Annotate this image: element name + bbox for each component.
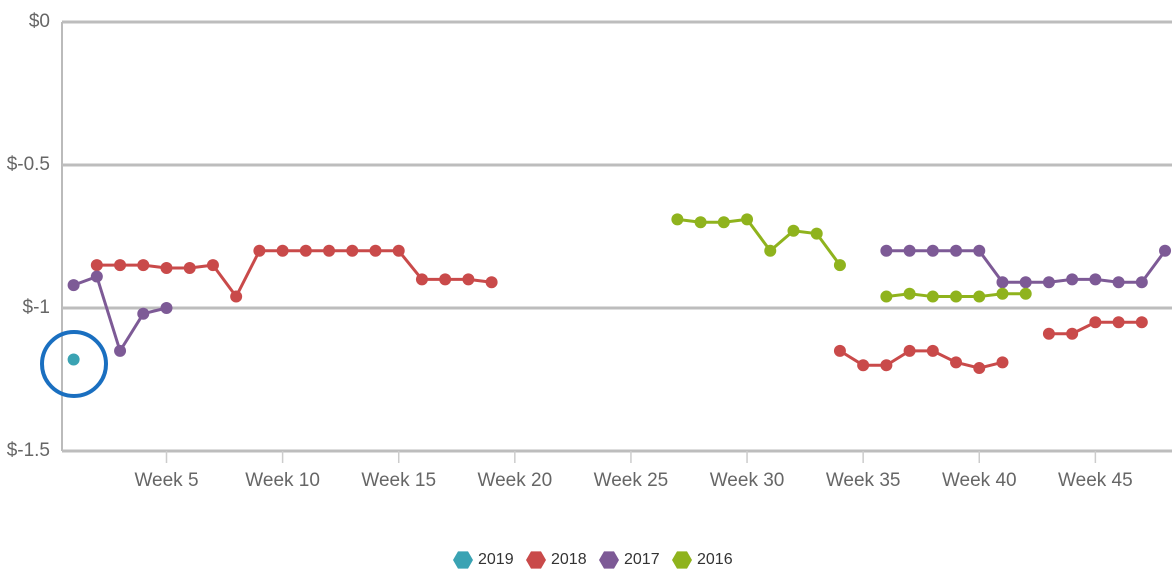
data-point <box>415 273 428 286</box>
highlight-circle <box>40 330 108 398</box>
data-point <box>462 273 475 286</box>
data-point <box>392 244 405 257</box>
data-point <box>439 273 452 286</box>
data-point <box>950 244 963 257</box>
data-point <box>160 302 173 314</box>
data-point <box>996 276 1009 289</box>
data-point <box>833 344 846 357</box>
data-point <box>1089 273 1102 286</box>
data-point <box>926 344 939 357</box>
data-point <box>183 261 196 274</box>
data-point <box>880 359 893 372</box>
data-point <box>857 359 870 372</box>
data-point <box>90 270 103 283</box>
legend-marker <box>526 551 546 569</box>
data-point <box>996 356 1009 369</box>
legend-marker <box>672 551 692 569</box>
data-point <box>694 216 707 229</box>
data-point <box>67 279 80 292</box>
data-point <box>973 362 986 375</box>
data-point <box>741 213 754 226</box>
data-point <box>1042 276 1055 289</box>
data-point <box>1135 276 1148 289</box>
data-point <box>973 244 986 257</box>
data-point <box>833 259 846 272</box>
data-point <box>1089 316 1102 329</box>
x-tick-label: Week 5 <box>134 470 198 491</box>
x-tick-label: Week 30 <box>710 470 785 491</box>
legend-text: 2017 <box>624 551 660 568</box>
x-tick-label: Week 35 <box>826 470 901 491</box>
data-point <box>114 259 127 272</box>
data-point <box>764 244 777 257</box>
data-point <box>230 290 243 303</box>
data-point <box>787 224 800 237</box>
data-point <box>1066 327 1079 340</box>
data-point <box>996 287 1009 300</box>
data-point <box>1135 316 1148 329</box>
data-point <box>90 259 103 272</box>
legend-text: 2018 <box>551 551 587 568</box>
series-line <box>96 249 492 300</box>
data-point <box>880 290 893 303</box>
y-tick-label: $-0.5 <box>7 154 50 175</box>
data-point <box>903 244 916 257</box>
data-point <box>717 216 730 229</box>
data-point <box>903 344 916 357</box>
data-point <box>485 276 498 289</box>
data-point <box>137 307 150 320</box>
data-point <box>1019 287 1032 300</box>
data-point <box>299 244 312 257</box>
legend-text: 2016 <box>697 551 733 568</box>
legend-text: 2019 <box>478 551 514 568</box>
data-point <box>1112 276 1125 289</box>
data-point <box>1042 327 1055 340</box>
x-tick-label: Week 25 <box>594 470 669 491</box>
x-tick-label: Week 15 <box>361 470 436 491</box>
data-point <box>1066 273 1079 286</box>
legend-marker <box>453 551 473 569</box>
data-point <box>276 244 289 257</box>
y-tick-label: $-1 <box>23 297 50 318</box>
data-point <box>950 356 963 369</box>
x-tick-label: Week 45 <box>1058 470 1133 491</box>
data-point <box>114 344 127 357</box>
x-tick-label: Week 10 <box>245 470 320 491</box>
data-point <box>880 244 893 257</box>
data-point <box>1112 316 1125 329</box>
y-tick-label: $-1.5 <box>7 440 50 461</box>
data-point <box>137 259 150 272</box>
data-point <box>671 213 684 226</box>
data-point <box>903 287 916 300</box>
data-point <box>67 353 80 366</box>
data-point <box>950 290 963 303</box>
data-point <box>926 244 939 257</box>
legend-marker <box>599 551 619 569</box>
data-point <box>1019 276 1032 289</box>
data-point <box>926 290 939 303</box>
data-point <box>973 290 986 303</box>
data-point <box>323 244 336 257</box>
data-point <box>253 244 266 257</box>
x-tick-label: Week 20 <box>478 470 553 491</box>
y-tick-label: $0 <box>29 11 50 32</box>
data-point <box>346 244 359 257</box>
series-line <box>73 274 167 355</box>
data-point <box>810 227 823 240</box>
data-point <box>369 244 382 257</box>
data-point <box>206 259 219 272</box>
data-point <box>1159 244 1172 257</box>
x-tick-label: Week 40 <box>942 470 1017 491</box>
data-point <box>160 261 173 274</box>
